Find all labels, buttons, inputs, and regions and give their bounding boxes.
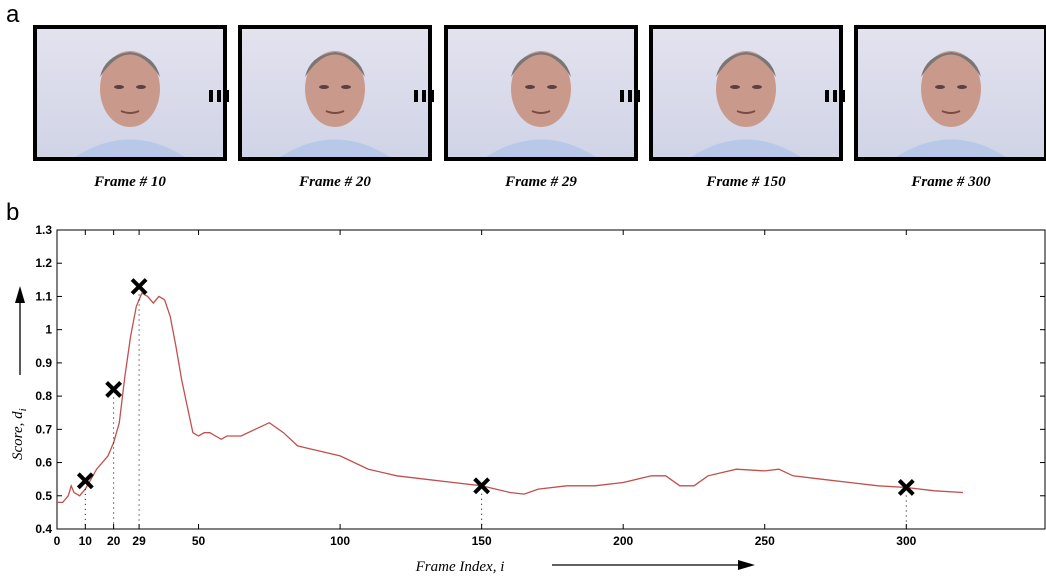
frame-image bbox=[240, 27, 430, 159]
x-tick-label: 100 bbox=[330, 534, 350, 548]
y-tick-label: 1 bbox=[45, 323, 52, 337]
x-tick-label: 50 bbox=[192, 534, 206, 548]
plot-frame bbox=[57, 230, 1045, 529]
y-tick-label: 1.1 bbox=[35, 289, 52, 303]
x-tick-label: 10 bbox=[79, 534, 93, 548]
x-tick-label: 200 bbox=[613, 534, 633, 548]
y-tick-label: 0.5 bbox=[35, 489, 52, 503]
y-tick-label: 0.6 bbox=[35, 456, 52, 470]
y-tick-label: 0.7 bbox=[35, 422, 52, 436]
frame-image bbox=[446, 27, 636, 159]
ellipsis-dot bbox=[225, 90, 229, 102]
y-tick-label: 1.3 bbox=[35, 223, 52, 237]
ellipsis-dot bbox=[841, 90, 845, 102]
ellipsis-dot bbox=[422, 90, 426, 102]
y-axis-label-main: Score, d bbox=[10, 411, 26, 460]
y-tick-label: 1.2 bbox=[35, 256, 52, 270]
frame-caption: Frame # 150 bbox=[705, 174, 786, 190]
ellipsis-dot bbox=[833, 90, 837, 102]
frame-image bbox=[856, 27, 1046, 159]
x-arrow-head bbox=[738, 560, 755, 570]
y-tick-label: 0.8 bbox=[35, 389, 52, 403]
ellipsis-dot bbox=[430, 90, 434, 102]
x-axis-label: Frame Index, i bbox=[415, 559, 505, 575]
marker bbox=[107, 382, 121, 396]
ellipsis-dot bbox=[620, 90, 624, 102]
panel-label: a bbox=[6, 1, 20, 28]
x-tick-label: 20 bbox=[107, 534, 121, 548]
x-tick-label: 250 bbox=[755, 534, 775, 548]
ellipsis-dot bbox=[209, 90, 213, 102]
x-tick-label: 300 bbox=[896, 534, 916, 548]
ellipsis-dot bbox=[414, 90, 418, 102]
ellipsis-dot bbox=[825, 90, 829, 102]
frame-caption: Frame # 20 bbox=[298, 174, 371, 190]
frame-caption: Frame # 29 bbox=[504, 174, 577, 190]
x-tick-label: 29 bbox=[132, 534, 146, 548]
score-line bbox=[57, 293, 963, 502]
figure: a b Frame # 10 Frame # 20 Frame # 29 Frame … bbox=[0, 0, 1046, 577]
y-axis-label-sub: i bbox=[17, 408, 29, 411]
ellipsis-dot bbox=[628, 90, 632, 102]
frame-image bbox=[651, 27, 841, 159]
y-tick-label: 0.9 bbox=[35, 356, 52, 370]
marker bbox=[132, 279, 146, 293]
y-arrow-head bbox=[15, 286, 25, 303]
frame-image bbox=[35, 27, 225, 159]
panel-label: b bbox=[6, 199, 19, 226]
ellipsis-dot bbox=[217, 90, 221, 102]
y-tick-label: 0.4 bbox=[35, 522, 52, 536]
ellipsis-dot bbox=[636, 90, 640, 102]
frame-caption: Frame # 10 bbox=[93, 174, 166, 190]
x-tick-label: 150 bbox=[472, 534, 492, 548]
y-axis-label: Score, di bbox=[10, 408, 29, 460]
x-tick-label: 0 bbox=[54, 534, 61, 548]
frame-caption: Frame # 300 bbox=[910, 174, 991, 190]
